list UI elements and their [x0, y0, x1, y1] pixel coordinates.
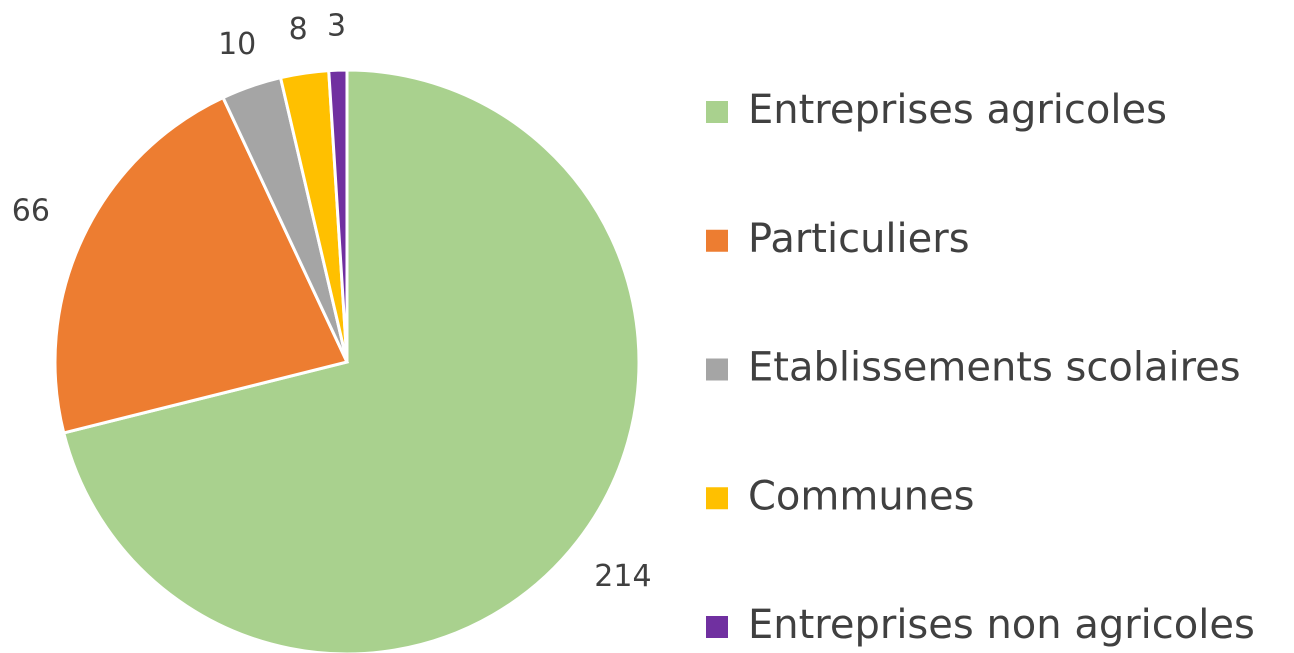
legend-label: Entreprises non agricoles: [748, 602, 1255, 648]
legend-label: Particuliers: [748, 216, 970, 262]
data-label: 66: [12, 193, 50, 228]
pie-slice: [53, 95, 350, 435]
data-label: 8: [289, 12, 308, 47]
legend-label: Entreprises agricoles: [748, 87, 1167, 133]
data-label: 214: [594, 559, 651, 594]
legend-swatch: [706, 229, 728, 252]
pie-slice: [327, 68, 349, 363]
legend-swatch: [706, 487, 728, 510]
data-label: 3: [327, 9, 346, 44]
pie-slice: [61, 68, 641, 653]
legend-swatch: [706, 616, 728, 638]
data-label: 10: [218, 27, 256, 62]
legend-swatch: [706, 358, 728, 381]
legend-swatch: [706, 101, 728, 123]
legend-label: Communes: [748, 473, 974, 519]
legend-label: Etablissements scolaires: [748, 345, 1241, 391]
